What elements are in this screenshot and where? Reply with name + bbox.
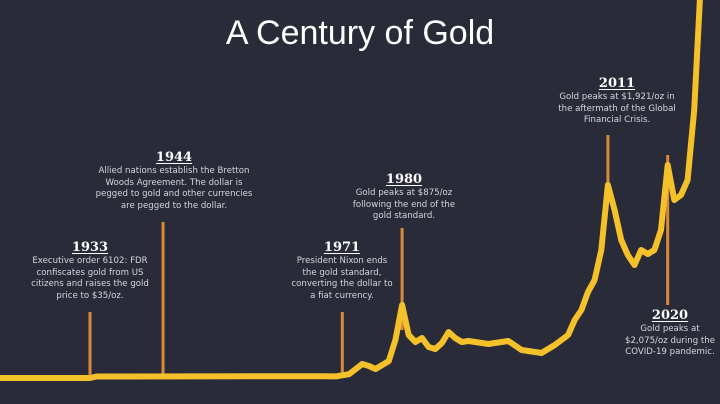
annotation-1944: 1944 Allied nations establish the Bretto… bbox=[88, 150, 260, 212]
annotation-2020: 2020 Gold peaks at $2,075/oz during the … bbox=[620, 308, 720, 359]
gold-price-line bbox=[0, 0, 703, 381]
annotation-text: President Nixon ends the gold standard, … bbox=[291, 256, 393, 301]
annotation-year: 1971 bbox=[323, 240, 361, 255]
annotation-year: 1944 bbox=[155, 150, 193, 165]
annotation-year: 2020 bbox=[651, 308, 689, 323]
annotation-1980: 1980 Gold peaks at $875/oz following the… bbox=[346, 172, 462, 223]
annotation-text: Gold peaks at $1,921/oz in the aftermath… bbox=[558, 92, 676, 125]
annotation-1971: 1971 President Nixon ends the gold stand… bbox=[290, 240, 394, 302]
annotation-1933: 1933 Executive order 6102: FDR confiscat… bbox=[22, 240, 158, 302]
annotation-text: Gold peaks at $875/oz following the end … bbox=[352, 188, 456, 221]
chart-title: A Century of Gold bbox=[225, 14, 495, 52]
annotation-year: 1933 bbox=[71, 240, 109, 255]
annotation-text: Allied nations establish the Bretton Woo… bbox=[95, 166, 253, 211]
annotation-year: 2011 bbox=[598, 76, 636, 91]
annotation-text: Gold peaks at $2,075/oz during the COVID… bbox=[624, 324, 716, 357]
annotation-year: 1980 bbox=[385, 172, 423, 187]
annotation-2011: 2011 Gold peaks at $1,921/oz in the afte… bbox=[558, 76, 676, 127]
annotation-text: Executive order 6102: FDR confiscates go… bbox=[31, 256, 149, 301]
